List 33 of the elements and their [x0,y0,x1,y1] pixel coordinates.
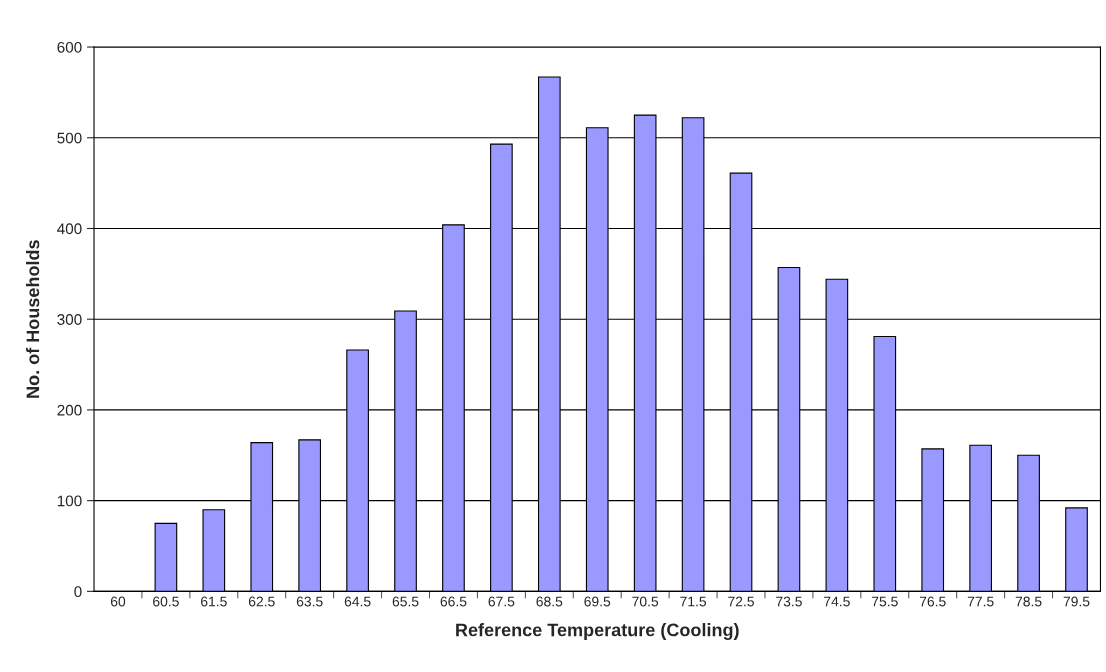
x-tick-label: 68.5 [536,596,563,607]
x-tick-label: 76.5 [919,596,946,607]
x-tick-label: 69.5 [584,596,611,607]
y-tick-label: 0 [74,586,82,598]
x-tick-label: 63.5 [296,596,323,607]
x-tick-label: 75.5 [872,596,898,607]
x-tick-label: 67.5 [488,596,515,607]
bar [1065,507,1088,592]
x-tick-label: 61.5 [201,596,227,607]
y-tick-label: 300 [57,314,82,325]
x-tick-label: 70.5 [632,596,659,607]
y-tick-label: 600 [57,41,82,53]
x-tick-label: 72.5 [728,596,754,607]
x-axis-title: Reference Temperature (Cooling) [456,623,739,640]
y-tick-label: 100 [57,495,82,507]
x-tick-label: 65.5 [392,596,419,607]
x-tick-label: 60.5 [153,596,179,607]
bar [154,522,178,592]
y-tick-label: 200 [57,404,82,416]
bar [202,509,226,592]
x-tick-label: 73.5 [776,596,802,607]
x-tick-label: 64.5 [344,596,371,607]
x-tick-label: 66.5 [440,596,467,607]
y-tick-label: 400 [57,223,82,235]
x-tick-label: 78.5 [1015,596,1042,607]
y-tick-label: 500 [57,132,82,144]
x-tick-label: 60 [110,596,126,607]
x-tick-label: 74.5 [824,596,850,607]
y-axis-title: No. of Households [26,240,40,398]
x-tick-label: 71.5 [680,596,707,607]
x-tick-label: 62.5 [248,596,275,607]
x-tick-label: 77.5 [967,596,994,607]
x-tick-label: 79.5 [1063,596,1090,607]
